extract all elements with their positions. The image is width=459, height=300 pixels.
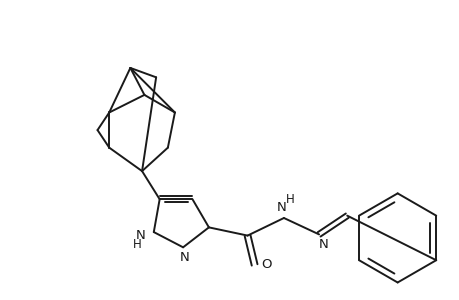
Text: N: N — [318, 238, 328, 251]
Text: N: N — [276, 201, 286, 214]
Text: O: O — [261, 258, 272, 272]
Text: H: H — [133, 238, 141, 251]
Text: N: N — [179, 251, 189, 264]
Text: H: H — [285, 193, 293, 206]
Text: N: N — [135, 229, 145, 242]
